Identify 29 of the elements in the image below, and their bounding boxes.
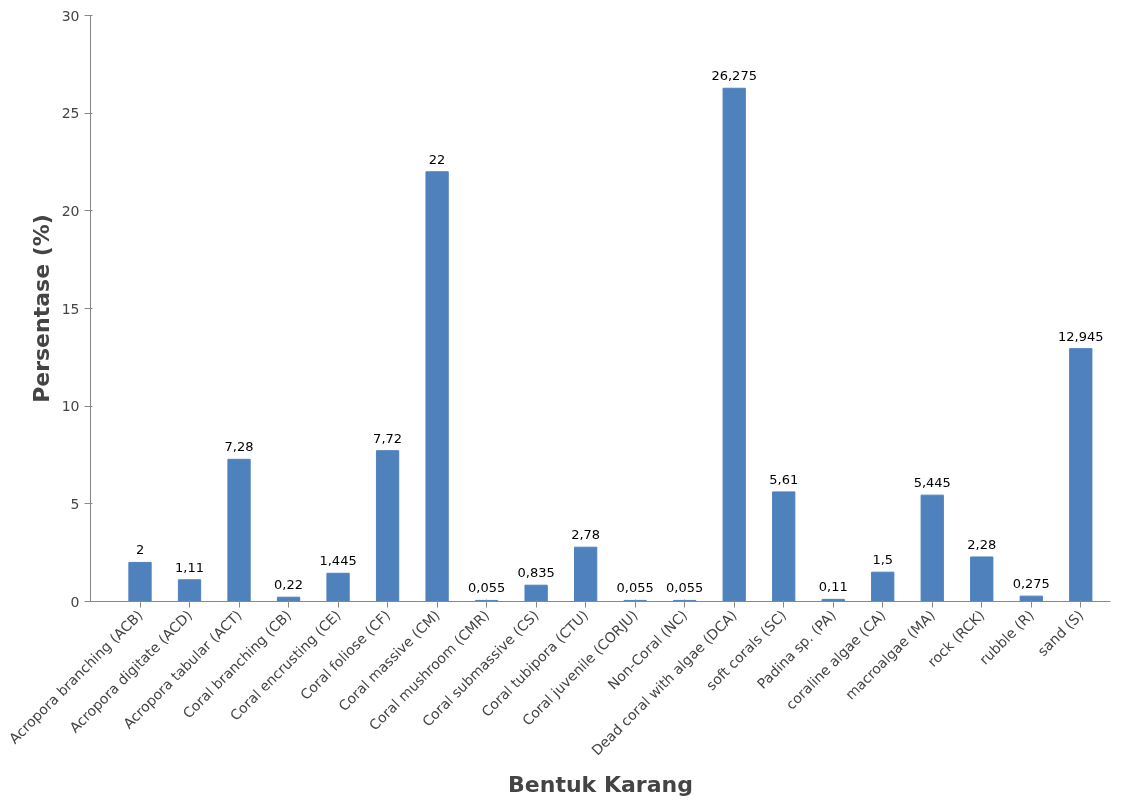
- data-label: 0,11: [818, 579, 848, 595]
- y-tick-label: 10: [61, 398, 80, 415]
- data-label: 0,055: [468, 580, 506, 596]
- data-label: 1,445: [319, 553, 357, 569]
- data-label: 0,22: [274, 577, 304, 593]
- data-label: 0,275: [1012, 576, 1050, 592]
- data-label: 2,78: [571, 527, 601, 543]
- y-axis-title: Persentase (%): [28, 214, 54, 403]
- data-label: 7,72: [373, 430, 403, 446]
- data-label: 2: [135, 542, 145, 558]
- data-label: 2,28: [967, 536, 997, 552]
- data-label: 7,28: [224, 439, 254, 455]
- data-label: 1,11: [175, 559, 205, 575]
- x-axis-title: Bentuk Karang: [508, 772, 693, 798]
- data-label: 5,61: [769, 471, 799, 487]
- y-tick-label: 15: [61, 300, 80, 317]
- data-label: 0,835: [517, 565, 555, 581]
- data-label: 0,055: [666, 580, 704, 596]
- y-tick-label: 30: [61, 7, 80, 24]
- data-label: 26,275: [711, 68, 757, 84]
- y-tick-label: 0: [70, 593, 80, 610]
- data-label: 1,5: [872, 552, 894, 568]
- data-label: 0,055: [616, 580, 654, 596]
- data-label: 5,445: [913, 475, 951, 491]
- data-label: 12,945: [1058, 328, 1104, 344]
- data-label: 22: [428, 151, 446, 167]
- y-tick-label: 20: [61, 202, 80, 219]
- y-tick-label: 5: [70, 495, 80, 512]
- y-tick-label: 25: [61, 105, 80, 122]
